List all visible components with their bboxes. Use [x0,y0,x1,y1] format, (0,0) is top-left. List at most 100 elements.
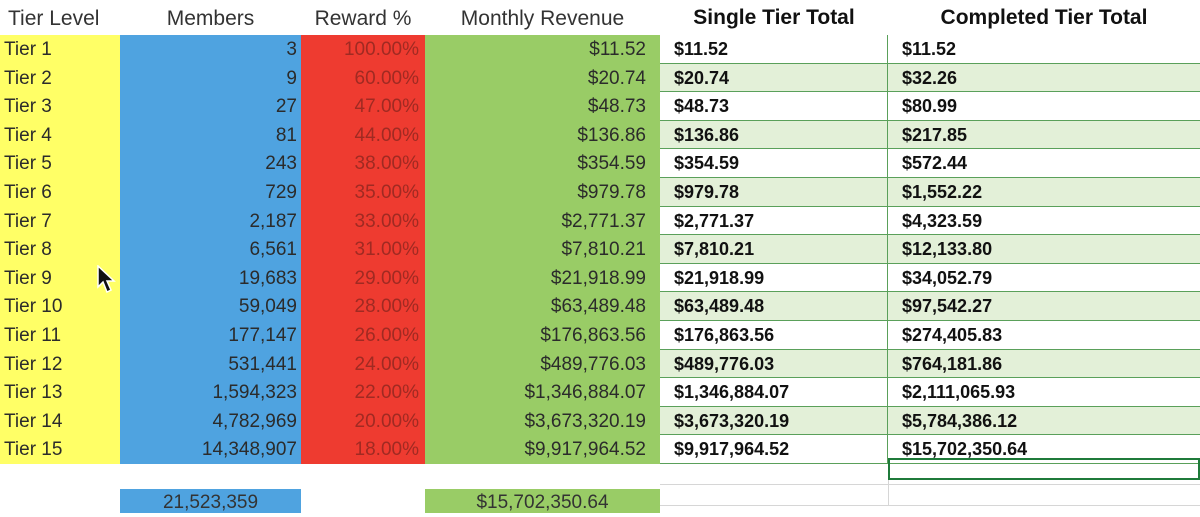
cell-members[interactable]: 6,561 [249,239,297,261]
cell-revenue[interactable]: $354.59 [577,153,646,175]
cell-reward[interactable]: 100.00% [343,39,419,60]
cell-revenue[interactable]: $48.73 [587,96,646,118]
cell-revenue[interactable]: $63,489.48 [550,296,646,318]
cell-members[interactable]: 19,683 [238,267,297,289]
cell-single-tier-total[interactable]: $48.73 [660,92,888,120]
header-single-tier-total[interactable]: Single Tier Total [693,6,855,29]
revenue-total-cell[interactable]: $15,702,350.64 [425,489,660,513]
cell-completed-tier-total[interactable]: $2,111,065.93 [902,382,1016,403]
cell-single-tier-total[interactable]: $136.86 [660,120,888,149]
cell-tier[interactable]: Tier 11 [4,324,62,346]
cell-reward[interactable]: 38.00% [354,153,419,175]
cell-single-tier-total[interactable]: $979.78 [660,177,888,206]
cell-members[interactable]: 27 [275,96,297,118]
cell-revenue[interactable]: $136.86 [577,124,646,146]
cell-revenue[interactable]: $176,863.56 [540,324,646,346]
cell-members[interactable]: 729 [265,181,297,203]
cell-tier[interactable]: Tier 5 [4,153,52,175]
cell-completed-tier-total[interactable]: $11.52 [902,39,957,59]
cell-revenue[interactable]: $3,673,320.19 [524,410,646,432]
empty-row[interactable] [660,485,1200,506]
cell-tier[interactable]: Tier 15 [4,439,63,461]
cell-completed-tier-total[interactable]: $34,052.79 [902,267,993,288]
cell-single-tier-total[interactable]: $1,346,884.07 [660,378,888,406]
cell-single-tier-total[interactable]: $3,673,320.19 [660,406,888,435]
cell-members[interactable]: 3 [286,39,297,60]
cell-reward[interactable]: 22.00% [354,382,419,404]
cell-completed-tier-total[interactable]: $12,133.80 [902,239,993,260]
cell-single-tier-total[interactable]: $2,771.37 [660,206,888,235]
cell-single-tier-total[interactable]: $21,918.99 [660,263,888,292]
cell-reward[interactable]: 35.00% [354,181,419,203]
cell-reward[interactable]: 44.00% [354,124,419,146]
cell-members[interactable]: 2,187 [249,210,297,232]
cell-single-tier-total[interactable]: $63,489.48 [660,292,888,320]
header-completed-tier-total[interactable]: Completed Tier Total [940,6,1148,29]
cell-revenue[interactable]: $2,771.37 [561,210,646,232]
cell-members[interactable]: 531,441 [228,353,297,375]
cell-revenue[interactable]: $489,776.03 [540,353,646,375]
cell-single-tier-total[interactable]: $11.52 [660,35,888,63]
cell-members[interactable]: 4,782,969 [212,410,297,432]
cell-reward[interactable]: 20.00% [354,410,419,432]
cell-single-tier-total[interactable]: $20.74 [660,63,888,92]
cell-tier[interactable]: Tier 13 [4,382,63,404]
members-total-cell[interactable]: 21,523,359 [120,489,301,513]
cell-reward[interactable]: 31.00% [354,239,419,261]
cell-completed-tier-total[interactable]: $15,702,350.64 [902,439,1028,460]
cell-reward[interactable]: 33.00% [354,210,419,232]
cell-completed-tier-total[interactable]: $572.44 [902,153,968,174]
cell-reward[interactable]: 26.00% [354,324,419,346]
cell-single-tier-total[interactable]: $489,776.03 [660,349,888,378]
cell-completed-tier-total[interactable]: $5,784,386.12 [902,410,1018,431]
cell-revenue[interactable]: $21,918.99 [550,267,646,289]
cell-tier[interactable]: Tier 6 [4,181,52,203]
cell-tier[interactable]: Tier 10 [4,296,63,318]
cell-completed-tier-total[interactable]: $97,542.27 [902,296,993,317]
cell-members[interactable]: 81 [275,124,297,146]
cell-tier[interactable]: Tier 12 [4,353,63,375]
cell-revenue[interactable]: $20.74 [587,67,646,89]
cell-reward[interactable]: 47.00% [354,96,419,118]
cell-members[interactable]: 1,594,323 [212,382,297,404]
cell-tier[interactable]: Tier 4 [4,124,52,146]
cell-tier[interactable]: Tier 7 [4,210,52,232]
cell-revenue[interactable]: $11.52 [589,39,646,60]
cell-revenue[interactable]: $1,346,884.07 [524,382,646,404]
cell-reward[interactable]: 29.00% [354,267,419,289]
cell-reward[interactable]: 60.00% [354,67,419,89]
cell-single-tier-total[interactable]: $354.59 [660,149,888,177]
cell-tier[interactable]: Tier 2 [4,67,52,89]
header-members[interactable]: Members [120,0,301,35]
cell-reward[interactable]: 18.00% [354,439,419,461]
cell-tier[interactable]: Tier 9 [4,267,52,289]
cell-completed-tier-total[interactable]: $4,323.59 [902,210,983,231]
cell-reward[interactable]: 28.00% [354,296,419,318]
cell-revenue[interactable]: $979.78 [577,181,646,203]
cell-revenue[interactable]: $9,917,964.52 [524,439,646,461]
cell-completed-tier-total[interactable]: $80.99 [902,96,958,117]
header-monthly-revenue[interactable]: Monthly Revenue [425,0,660,35]
header-tier-level[interactable]: Tier Level [0,0,120,35]
cell-single-tier-total[interactable]: $7,810.21 [660,235,888,263]
cell-single-tier-total[interactable]: $176,863.56 [660,320,888,349]
cell-tier[interactable]: Tier 3 [4,96,52,118]
cell-tier[interactable]: Tier 1 [4,39,52,60]
cell-reward[interactable]: 24.00% [354,353,419,375]
cell-tier[interactable]: Tier 8 [4,239,52,261]
cell-members[interactable]: 9 [286,67,297,89]
header-reward-percent[interactable]: Reward % [301,0,425,35]
cell-completed-tier-total[interactable]: $764,181.86 [902,353,1003,374]
cell-completed-tier-total[interactable]: $1,552.22 [902,181,983,202]
cell-completed-tier-total[interactable]: $217.85 [902,124,968,145]
selected-cell[interactable] [888,458,1200,480]
cell-revenue[interactable]: $7,810.21 [561,239,646,261]
cell-members[interactable]: 243 [265,153,297,175]
cell-members[interactable]: 14,348,907 [201,439,297,461]
cell-members[interactable]: 177,147 [228,324,297,346]
cell-members[interactable]: 59,049 [238,296,297,318]
cell-completed-tier-total[interactable]: $32.26 [902,67,958,88]
cell-tier[interactable]: Tier 14 [4,410,63,432]
cell-single-tier-total[interactable]: $9,917,964.52 [660,435,888,463]
cell-completed-tier-total[interactable]: $274,405.83 [902,324,1003,345]
